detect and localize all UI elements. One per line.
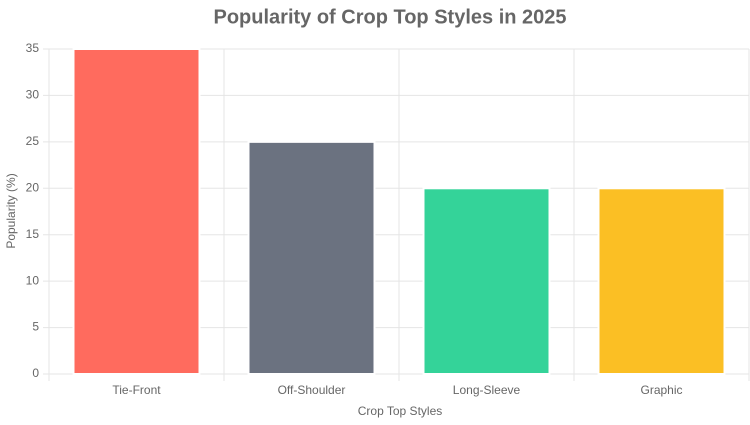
y-axis-title: Popularity (%)	[4, 173, 18, 248]
bar	[422, 187, 551, 375]
y-tick-label: 35	[26, 41, 40, 55]
x-tick-label: Tie-Front	[112, 383, 161, 397]
x-tick-label: Graphic	[640, 383, 682, 397]
x-tick-label: Long-Sleeve	[453, 383, 521, 397]
x-axis-title: Crop Top Styles	[358, 404, 443, 418]
bar	[72, 48, 201, 375]
bar	[247, 140, 376, 375]
y-tick-label: 25	[26, 134, 40, 148]
y-tick-label: 5	[32, 320, 39, 334]
y-tick-label: 0	[32, 366, 39, 380]
y-tick-label: 30	[26, 88, 40, 102]
bar	[597, 187, 726, 375]
y-tick-label: 10	[26, 273, 40, 287]
x-tick-label: Off-Shoulder	[278, 383, 346, 397]
y-tick-label: 20	[26, 180, 40, 194]
chart-title: Popularity of Crop Top Styles in 2025	[213, 6, 566, 28]
y-tick-label: 15	[26, 227, 40, 241]
